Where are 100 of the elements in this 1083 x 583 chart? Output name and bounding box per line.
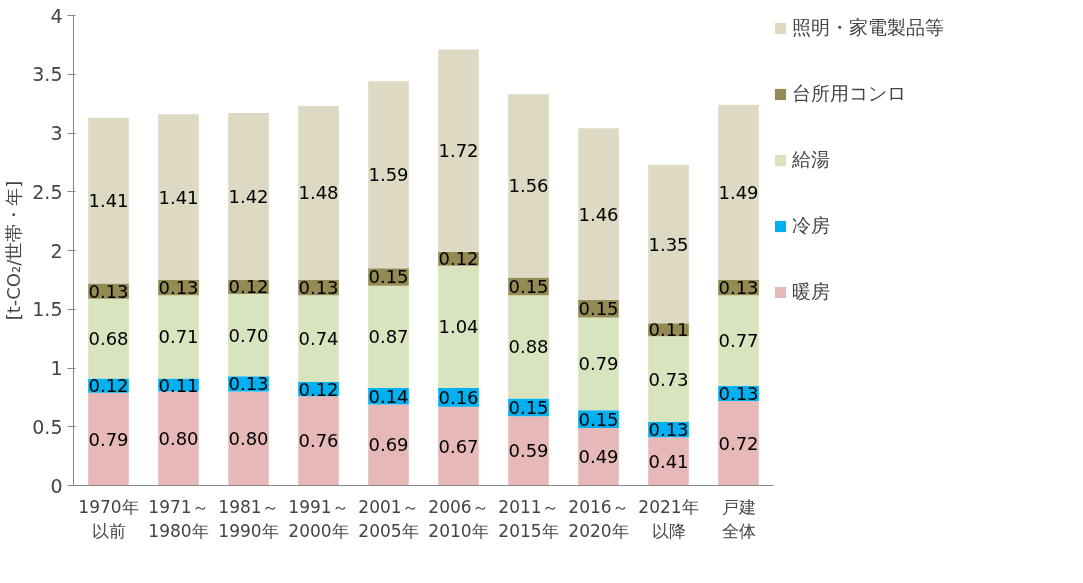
bar — [438, 49, 479, 252]
data-label: 0.79 — [88, 428, 129, 450]
data-label: 0.87 — [368, 326, 409, 348]
y-tick-label: 4 — [50, 4, 63, 27]
data-label: 0.69 — [368, 434, 409, 456]
data-label: 0.15 — [578, 298, 619, 320]
data-label: 0.15 — [368, 266, 409, 288]
x-tick-label: 戸建全体 — [721, 496, 756, 541]
bar — [648, 164, 689, 324]
x-tick-label: 2011～2015年 — [498, 496, 559, 541]
data-label: 0.13 — [718, 382, 759, 404]
x-tick-label: 1970年以前 — [78, 496, 139, 541]
data-label: 1.59 — [368, 164, 409, 186]
bar — [228, 391, 269, 486]
data-label: 1.72 — [438, 140, 479, 162]
data-label: 0.11 — [158, 374, 199, 396]
data-label: 0.70 — [228, 324, 269, 346]
bar — [368, 404, 409, 486]
bar — [718, 295, 759, 386]
legend-label: 冷房 — [792, 213, 830, 238]
bar — [228, 113, 269, 280]
data-label: 0.49 — [578, 446, 619, 468]
bar — [228, 293, 269, 377]
bar — [438, 265, 479, 388]
bar — [298, 105, 339, 280]
data-label: 1.56 — [508, 175, 549, 197]
data-label: 0.88 — [508, 336, 549, 358]
x-tick-label: 2001～2005年 — [358, 496, 419, 541]
bar — [438, 406, 479, 486]
bar — [368, 285, 409, 388]
data-label: 1.04 — [438, 316, 479, 338]
data-label: 0.80 — [158, 428, 199, 449]
data-label: 0.79 — [578, 353, 619, 375]
data-label: 0.71 — [158, 326, 199, 348]
data-label: 0.13 — [298, 277, 339, 299]
data-label: 0.14 — [368, 385, 409, 407]
y-axis-title: [t-CO₂/世帯・年] — [3, 180, 25, 321]
data-label: 0.13 — [648, 419, 689, 441]
x-tick-label: 1981～1990年 — [218, 496, 279, 541]
x-tick-label: 2021年以降 — [638, 496, 699, 541]
x-tick-label: 1991～2000年 — [288, 496, 349, 541]
data-label: 0.13 — [88, 280, 129, 302]
legend-label: 給湯 — [792, 147, 830, 172]
bar — [158, 391, 199, 486]
y-tick-label: 0.5 — [32, 415, 63, 438]
legend-label: 照明・家電製品等 — [792, 15, 944, 40]
data-label: 0.12 — [438, 248, 479, 270]
data-label: 0.72 — [718, 432, 759, 454]
bar — [298, 295, 339, 383]
data-label: 0.76 — [298, 430, 339, 452]
data-label: 0.15 — [508, 396, 549, 418]
data-label: 0.73 — [648, 368, 689, 390]
data-label: 0.15 — [508, 275, 549, 297]
bar — [298, 396, 339, 486]
bar — [578, 317, 619, 411]
bar — [508, 94, 549, 278]
data-label: 0.13 — [228, 373, 269, 395]
data-label: 0.80 — [228, 428, 269, 449]
data-label: 1.41 — [88, 190, 129, 212]
data-label: 0.59 — [508, 440, 549, 462]
bar — [158, 114, 199, 280]
legend-label: 台所用コンロ — [792, 81, 906, 106]
bar — [718, 400, 759, 486]
y-tick-label: 1 — [50, 357, 63, 379]
data-label: 0.12 — [88, 375, 129, 397]
y-tick-label: 2 — [50, 239, 63, 262]
bar — [368, 81, 409, 269]
y-tick-label: 3.5 — [32, 63, 63, 86]
y-tick-label: 1.5 — [32, 298, 63, 321]
data-label: 1.48 — [298, 182, 339, 204]
bar — [648, 336, 689, 423]
x-tick-label: 2006～2010年 — [428, 496, 489, 541]
bar — [158, 295, 199, 379]
bar — [508, 295, 549, 399]
y-tick-label: 3 — [50, 122, 63, 144]
data-label: 0.11 — [648, 319, 689, 341]
data-label: 0.74 — [298, 328, 339, 350]
data-label: 0.77 — [718, 329, 759, 351]
x-tick-label: 1971～1980年 — [148, 496, 209, 541]
bar — [88, 392, 129, 486]
data-label: 0.67 — [438, 435, 479, 457]
data-label: 0.15 — [578, 408, 619, 430]
data-label: 1.35 — [648, 233, 689, 255]
bar — [508, 416, 549, 486]
data-label: 0.68 — [88, 328, 129, 350]
data-label: 0.12 — [298, 378, 339, 400]
x-tick-label: 2016～2020年 — [568, 496, 629, 541]
data-label: 0.41 — [648, 450, 689, 472]
y-tick-label: 0 — [50, 474, 63, 497]
data-label: 0.16 — [438, 386, 479, 408]
bar — [578, 128, 619, 300]
data-label: 0.13 — [718, 277, 759, 299]
bar — [718, 104, 759, 280]
legend-label: 暖房 — [792, 279, 830, 304]
bar — [88, 117, 129, 284]
bar — [88, 298, 129, 379]
data-label: 1.41 — [158, 186, 199, 208]
data-label: 0.12 — [228, 276, 269, 298]
y-tick-label: 2.5 — [32, 180, 63, 203]
data-label: 0.13 — [158, 277, 199, 299]
